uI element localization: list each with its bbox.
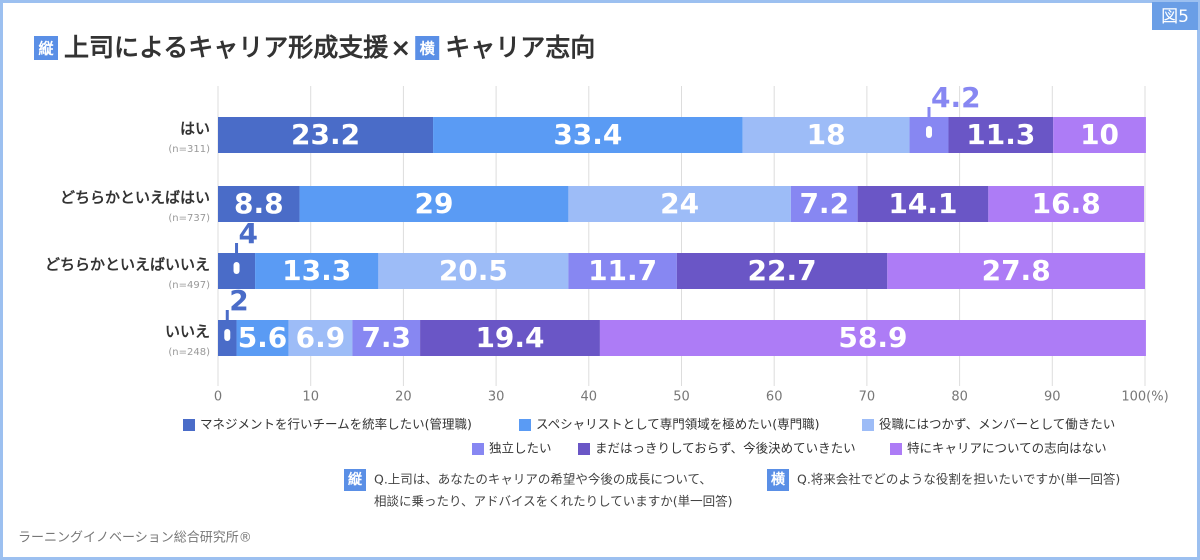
category-label: はい <box>180 120 210 138</box>
figure-tag: 図5 <box>1161 7 1189 27</box>
title-badge-text: 横 <box>420 40 436 58</box>
data-label: 8.8 <box>234 187 284 220</box>
legend-label: 特にキャリアについての志向はない <box>907 441 1107 456</box>
note-badge <box>344 469 366 491</box>
x-tick-label: 50 <box>673 390 690 405</box>
x-tick-label: 90 <box>1044 390 1061 405</box>
x-tick-label: 40 <box>581 390 598 405</box>
data-label: 20.5 <box>439 254 508 287</box>
data-label: 16.8 <box>1032 187 1101 220</box>
legend-swatch <box>862 419 874 431</box>
bar-segment <box>352 320 421 356</box>
bar-segment <box>255 253 379 289</box>
bar-segment <box>988 186 1145 222</box>
bar-segment <box>568 253 677 289</box>
note-badge-text: 横 <box>771 471 786 488</box>
legend-swatch <box>519 419 531 431</box>
sample-size: (n=248) <box>168 347 210 358</box>
title-badge <box>415 36 440 60</box>
note-badge <box>767 469 789 491</box>
x-tick-label: 0 <box>214 390 222 405</box>
data-label: 6.9 <box>296 321 346 354</box>
title-badge <box>34 36 58 60</box>
callout-dot <box>926 126 933 138</box>
bar-segment <box>236 320 289 356</box>
bar-segment <box>299 186 569 222</box>
data-label: 2 <box>229 284 248 317</box>
category-label: いいえ <box>165 323 210 341</box>
legend-label: マネジメントを行いチームを統率したい(管理職) <box>200 417 472 432</box>
bar-segment <box>948 117 1054 153</box>
note-text: Q.上司は、あなたのキャリアの希望や今後の成長について、 <box>374 472 712 487</box>
data-label: 11.3 <box>966 118 1035 151</box>
data-label: 19.4 <box>475 321 544 354</box>
legend-swatch <box>578 443 590 455</box>
data-label: 7.3 <box>361 321 411 354</box>
data-label: 18 <box>807 118 846 151</box>
note-badge-text: 縦 <box>348 471 363 488</box>
x-tick-label: 70 <box>859 390 876 405</box>
note-text: Q.将来会社でどのような役割を担いたいですか(単一回答) <box>797 472 1120 487</box>
data-label: 4.2 <box>931 81 981 114</box>
callout-dot <box>224 329 231 341</box>
source: ラーニングイノベーション総合研究所® <box>18 531 252 546</box>
data-label: 23.2 <box>291 118 360 151</box>
data-label: 5.6 <box>238 321 288 354</box>
x-tick-label: 20 <box>395 390 412 405</box>
data-label: 10 <box>1080 118 1119 151</box>
callout-dot <box>233 262 240 274</box>
data-label: 22.7 <box>748 254 817 287</box>
data-label: 13.3 <box>282 254 351 287</box>
bar-segment <box>887 253 1145 289</box>
data-label: 4 <box>239 217 258 250</box>
chart-title: 上司によるキャリア形成支援 <box>64 33 389 62</box>
legend-label: まだはっきりしておらず、今後決めていきたい <box>595 441 856 456</box>
sample-size: (n=737) <box>168 213 210 224</box>
bar-segment <box>288 320 353 356</box>
bar-segment <box>742 117 910 153</box>
data-label: 29 <box>415 187 454 220</box>
title-badge-text: 縦 <box>38 40 54 58</box>
bar-segment <box>676 253 888 289</box>
bar-segment <box>433 117 743 153</box>
title-sep: × <box>390 33 411 62</box>
bar-segment <box>218 186 300 222</box>
legend-label: スペシャリストとして専門領域を極めたい(専門職) <box>536 417 820 432</box>
data-label: 11.7 <box>588 254 657 287</box>
data-label: 33.4 <box>553 118 622 151</box>
legend-swatch <box>890 443 902 455</box>
x-tick-label: 80 <box>951 390 968 405</box>
bar-segment <box>790 186 858 222</box>
legend-label: 役職にはつかず、メンバーとして働きたい <box>879 417 1115 432</box>
bar-segment <box>599 320 1146 356</box>
bar-segment <box>1053 117 1146 153</box>
legend-swatch <box>183 419 195 431</box>
bar-segment <box>378 253 569 289</box>
data-label: 24 <box>660 187 699 220</box>
title-rest: × 横 キャリア志向 <box>390 33 595 62</box>
chart-title: キャリア志向 <box>445 33 595 62</box>
x-tick-label: 100(%) <box>1121 390 1168 405</box>
legend-label: 独立したい <box>489 441 552 456</box>
data-label: 14.1 <box>888 187 957 220</box>
bar-segment <box>218 117 434 153</box>
bar-segment <box>857 186 989 222</box>
note-text: 相談に乗ったり、アドバイスをくれたりしていますか(単一回答) <box>374 494 733 509</box>
category-label: どちらかといえばいいえ <box>45 256 210 274</box>
data-label: 7.2 <box>799 187 849 220</box>
tag-box <box>1152 2 1198 30</box>
bar-segment <box>420 320 600 356</box>
x-tick-label: 10 <box>302 390 319 405</box>
sample-size: (n=311) <box>168 144 210 155</box>
bar-segment <box>568 186 791 222</box>
sample-size: (n=497) <box>168 280 210 291</box>
x-tick-label: 30 <box>488 390 505 405</box>
legend-swatch <box>472 443 484 455</box>
x-tick-label: 60 <box>766 390 783 405</box>
data-label: 58.9 <box>838 321 907 354</box>
category-label: どちらかといえばはい <box>60 189 210 207</box>
data-label: 27.8 <box>982 254 1051 287</box>
